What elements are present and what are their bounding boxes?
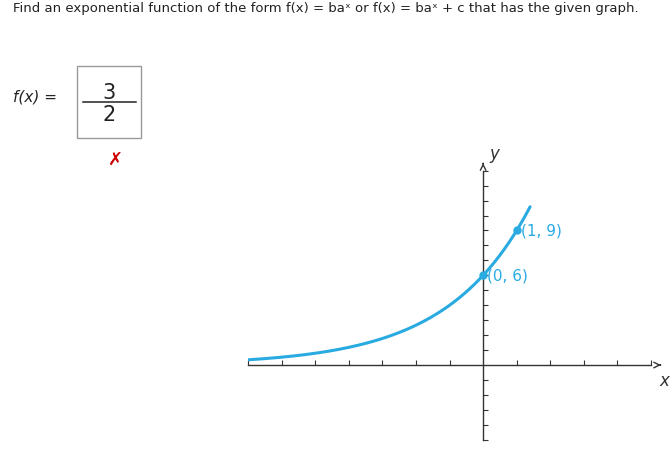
Text: y: y <box>490 144 500 163</box>
Text: (1, 9): (1, 9) <box>521 224 562 238</box>
Text: 2: 2 <box>103 105 115 125</box>
Text: f(x) =: f(x) = <box>13 90 58 105</box>
Text: 3: 3 <box>103 83 115 103</box>
Text: Find an exponential function of the form f(x) = baˣ or f(x) = baˣ + c that has t: Find an exponential function of the form… <box>13 2 639 15</box>
Text: x: x <box>660 371 669 389</box>
Text: ✗: ✗ <box>108 150 123 169</box>
Text: (0, 6): (0, 6) <box>487 268 528 283</box>
